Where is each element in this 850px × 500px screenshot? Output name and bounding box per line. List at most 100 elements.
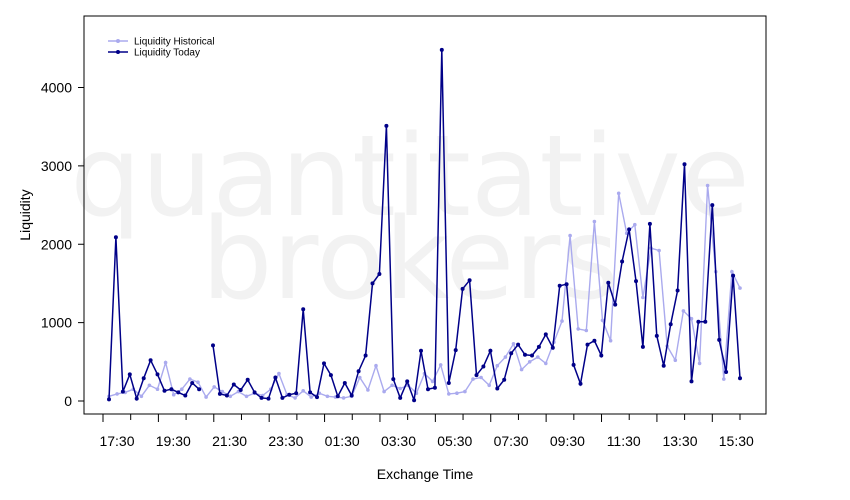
data-point	[335, 394, 340, 399]
data-point	[280, 395, 285, 400]
data-point	[467, 278, 472, 283]
data-point	[309, 395, 314, 399]
data-point	[488, 348, 493, 353]
y-tick-label: 4000	[41, 80, 72, 96]
data-point	[592, 338, 597, 343]
data-point	[446, 381, 451, 385]
y-axis-title: Liquidity	[17, 189, 33, 240]
legend-swatch-point	[116, 50, 120, 54]
data-point	[576, 327, 580, 331]
data-point	[578, 381, 583, 386]
data-point	[710, 203, 715, 208]
data-point	[107, 397, 111, 402]
data-point	[697, 361, 702, 366]
data-point	[259, 395, 264, 400]
watermark: quantitative brokers	[70, 112, 750, 325]
data-point	[568, 233, 572, 238]
data-point	[113, 235, 118, 240]
data-point	[608, 338, 613, 343]
data-point	[398, 395, 403, 400]
legend-label: Liquidity Historical	[134, 37, 215, 48]
data-point	[139, 394, 144, 399]
data-point	[188, 377, 192, 381]
data-point	[544, 361, 548, 366]
data-point	[447, 392, 451, 396]
data-point	[315, 395, 319, 400]
legend-label: Liquidity Today	[134, 48, 200, 59]
data-point	[585, 342, 590, 347]
series-layer	[107, 47, 742, 403]
data-point	[730, 269, 734, 274]
data-point	[471, 377, 475, 381]
data-point	[654, 333, 659, 338]
data-point	[398, 386, 403, 391]
x-tick-label: 11:30	[607, 433, 641, 449]
data-point	[162, 388, 167, 393]
plot-frame	[83, 15, 767, 415]
data-point	[349, 393, 354, 398]
data-point	[600, 318, 605, 323]
data-point	[370, 281, 375, 286]
data-point	[474, 373, 479, 378]
data-point	[328, 373, 333, 378]
data-point	[613, 302, 618, 307]
data-point	[592, 219, 597, 224]
x-axis-title: Exchange Time	[377, 466, 474, 482]
data-point	[115, 392, 119, 396]
data-point	[141, 376, 146, 381]
data-point	[432, 385, 437, 390]
data-point	[675, 288, 680, 293]
data-point	[460, 286, 465, 291]
data-point	[196, 380, 200, 385]
data-point	[511, 342, 516, 346]
data-point	[308, 390, 313, 395]
data-point	[228, 394, 233, 399]
data-point	[550, 345, 555, 350]
data-point	[523, 352, 527, 357]
data-point	[668, 322, 673, 327]
data-point	[616, 191, 621, 196]
data-point	[412, 398, 417, 403]
y-tick-label: 3000	[41, 158, 72, 174]
data-point	[134, 396, 139, 401]
x-tick-label: 07:30	[494, 433, 529, 449]
data-point	[724, 370, 729, 374]
data-point	[217, 391, 222, 396]
data-point	[536, 355, 540, 359]
data-point	[705, 183, 710, 188]
data-point	[430, 379, 435, 384]
series-today	[107, 47, 742, 403]
data-point	[455, 391, 459, 396]
data-point	[322, 361, 326, 366]
data-point	[620, 259, 625, 264]
data-point	[536, 344, 541, 349]
data-point	[641, 295, 645, 300]
data-point	[366, 388, 370, 392]
data-point	[627, 227, 632, 232]
data-point	[722, 377, 726, 381]
series-line	[108, 237, 200, 402]
data-point	[527, 360, 532, 364]
data-point	[487, 383, 492, 388]
data-point	[571, 362, 576, 367]
data-point	[661, 363, 666, 368]
data-point	[147, 383, 152, 388]
data-point	[530, 353, 534, 358]
data-point	[325, 394, 330, 399]
data-point	[557, 283, 562, 288]
data-point	[509, 351, 514, 356]
y-tick-label: 1000	[41, 315, 72, 331]
data-point	[633, 222, 637, 227]
data-point	[689, 316, 694, 321]
data-point	[495, 363, 500, 368]
data-point	[560, 319, 564, 323]
data-point	[438, 363, 443, 367]
legend-swatch-point	[116, 39, 120, 43]
data-point	[503, 355, 508, 359]
data-point	[543, 332, 548, 337]
data-point	[391, 377, 396, 382]
data-point	[382, 389, 386, 394]
data-point	[169, 387, 174, 392]
data-point	[419, 348, 423, 353]
x-tick-label: 05:30	[437, 433, 472, 449]
